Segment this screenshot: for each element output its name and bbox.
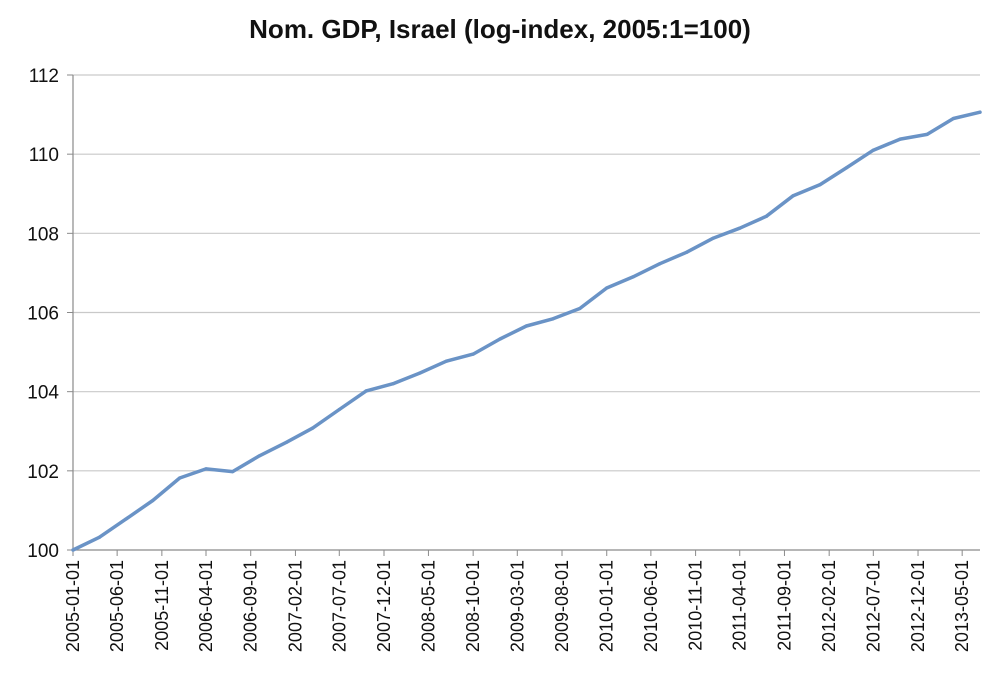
x-axis-tick-labels: 2005-01-01 2005-06-01 2005-11-01 2006-04-01… bbox=[63, 560, 972, 652]
x-tick-label: 2010-06-01 bbox=[641, 560, 661, 652]
x-tick-label: 2005-11-01 bbox=[152, 560, 172, 651]
y-tick-label: 106 bbox=[27, 304, 59, 325]
x-tick-label: 2009-08-01 bbox=[552, 560, 572, 652]
gridlines bbox=[73, 74, 980, 472]
data-point bbox=[845, 166, 849, 170]
chart-title: Nom. GDP, Israel (log-index, 2005:1=100) bbox=[249, 14, 751, 44]
x-tick-label: 2012-02-01 bbox=[819, 560, 839, 652]
y-tick-label: 100 bbox=[27, 541, 59, 562]
data-point bbox=[951, 116, 956, 121]
x-tick-label: 2007-07-01 bbox=[329, 560, 349, 652]
data-point bbox=[498, 337, 502, 341]
x-tick-label: 2010-11-01 bbox=[686, 560, 706, 651]
data-point bbox=[605, 286, 609, 290]
x-tick-label: 2005-06-01 bbox=[107, 560, 127, 652]
x-tick-label: 2011-04-01 bbox=[730, 560, 750, 651]
x-tick-label: 2010-01-01 bbox=[597, 560, 617, 652]
series-layer bbox=[71, 110, 982, 552]
data-point bbox=[871, 148, 875, 152]
data-point bbox=[898, 137, 902, 141]
data-point bbox=[257, 454, 262, 458]
x-tick-label: 2011-09-01 bbox=[774, 560, 794, 651]
data-point bbox=[631, 275, 635, 279]
data-point bbox=[738, 226, 742, 230]
data-point bbox=[524, 324, 528, 328]
x-tick-label: 2005-01-01 bbox=[63, 560, 83, 652]
data-point bbox=[925, 132, 929, 136]
x-tick-label: 2012-12-01 bbox=[908, 560, 928, 652]
y-tick-label: 102 bbox=[27, 462, 59, 483]
data-point bbox=[418, 371, 422, 375]
x-tick-label: 2013-05-01 bbox=[952, 560, 972, 652]
axes bbox=[67, 74, 980, 556]
data-point bbox=[684, 250, 689, 254]
x-tick-label: 2008-10-01 bbox=[463, 560, 483, 652]
data-point bbox=[658, 262, 662, 266]
data-point bbox=[204, 467, 208, 471]
x-tick-label: 2008-05-01 bbox=[418, 560, 438, 652]
data-point bbox=[391, 382, 395, 386]
data-point bbox=[791, 194, 795, 198]
series-line bbox=[71, 110, 982, 552]
y-tick-label: 110 bbox=[29, 145, 59, 166]
data-point bbox=[337, 407, 341, 412]
data-point bbox=[764, 214, 768, 218]
y-tick-label: 108 bbox=[27, 224, 59, 245]
data-point bbox=[578, 306, 582, 311]
y-tick-label: 104 bbox=[27, 383, 59, 404]
data-point bbox=[711, 236, 716, 240]
data-point bbox=[551, 317, 555, 321]
x-tick-label: 2012-07-01 bbox=[863, 560, 883, 652]
data-point bbox=[71, 548, 75, 552]
x-tick-label: 2009-03-01 bbox=[507, 560, 527, 652]
data-point bbox=[151, 498, 155, 503]
data-point bbox=[311, 426, 315, 430]
data-point bbox=[284, 440, 288, 444]
x-tick-label: 2006-09-01 bbox=[241, 560, 261, 652]
data-point bbox=[471, 352, 475, 356]
x-tick-label: 2007-12-01 bbox=[374, 560, 394, 652]
data-point bbox=[978, 110, 982, 114]
y-tick-label: 112 bbox=[29, 66, 59, 87]
data-point bbox=[97, 535, 101, 539]
data-point bbox=[818, 183, 822, 187]
data-point bbox=[444, 359, 448, 363]
data-point bbox=[124, 517, 128, 521]
x-tick-label: 2007-02-01 bbox=[285, 560, 305, 652]
data-point bbox=[230, 470, 235, 474]
data-point bbox=[364, 389, 368, 393]
x-tick-label: 2006-04-01 bbox=[196, 560, 216, 652]
data-point bbox=[178, 476, 182, 480]
y-axis-tick-labels: 100 102 104 106 108 110 112 bbox=[27, 66, 59, 562]
